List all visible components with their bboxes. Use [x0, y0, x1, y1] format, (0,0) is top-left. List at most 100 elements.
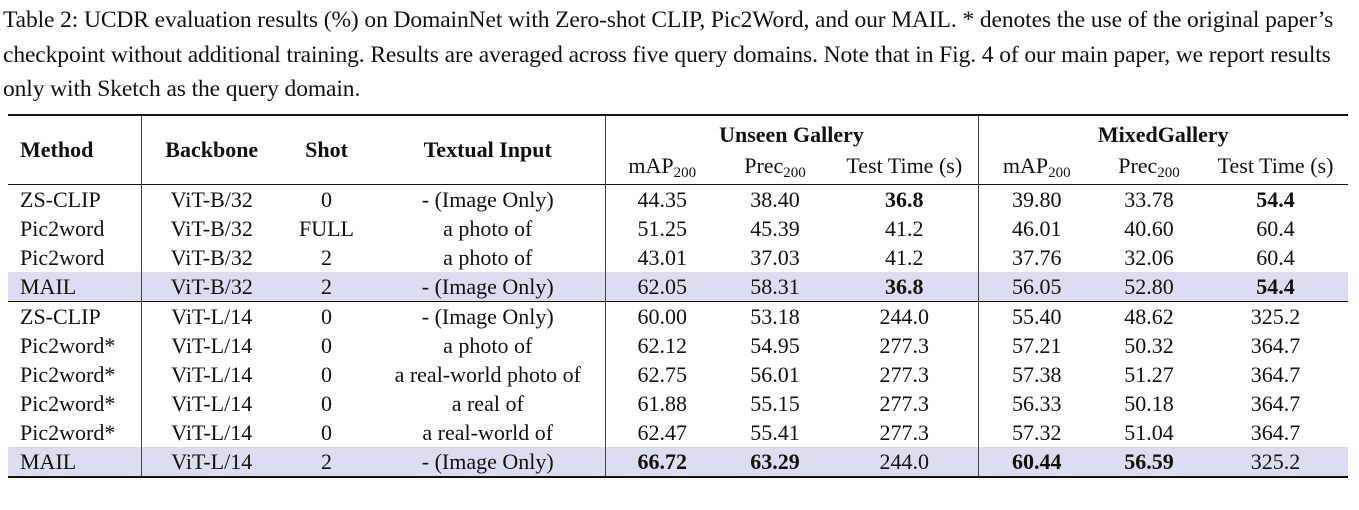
- cell-unseen-map: 62.05: [605, 272, 719, 302]
- header-shot: Shot: [282, 114, 371, 185]
- table-row: Pic2word* ViT-L/14 0 a photo of 62.12 54.95 27…: [8, 331, 1348, 360]
- table-body: ZS-CLIP ViT-B/32 0- (Image Only) 44.35 38.40…: [8, 184, 1348, 478]
- cell-method: Pic2word*: [8, 389, 142, 418]
- cell-backbone: ViT-L/14: [141, 447, 282, 478]
- cell-mixed-test-time: 60.4: [1256, 244, 1295, 270]
- table-row: Pic2word ViT-B/32 2 a photo of 43.01 37.03 41.…: [8, 243, 1348, 272]
- cell-unseen-test-time: 277.3: [831, 331, 979, 360]
- table-row: Pic2word* ViT-L/14 0 a real-world of 62.47 55…: [8, 418, 1348, 447]
- cell-method: ZS-CLIP: [8, 184, 142, 214]
- cell-unseen-prec: 63.29: [719, 447, 831, 478]
- cell-shot: 0: [321, 332, 332, 358]
- cell-mixed-map: 57.21: [1012, 332, 1062, 358]
- header-mixed-test-time: Test Time (s): [1217, 153, 1334, 178]
- cell-unseen-prec: 56.01: [750, 361, 800, 387]
- table-row: Pic2word* ViT-L/14 0 a real of 61.88 55.15 277…: [8, 389, 1348, 418]
- cell-mixed-test-time: 325.2: [1203, 447, 1348, 478]
- cell-backbone: ViT-B/32: [141, 184, 282, 214]
- cell-mixed-test-time: 364.7: [1250, 390, 1301, 416]
- cell-backbone: ViT-B/32: [141, 272, 282, 302]
- cell-unseen-map: 44.35: [605, 184, 719, 214]
- header-textual-input: Textual Input: [371, 114, 606, 185]
- cell-unseen-test-time: 244.0: [831, 301, 979, 331]
- cell-unseen-prec: 45.39: [750, 215, 800, 241]
- table-row: MAIL ViT-L/14 2- (Image Only) 66.72 63.29 244…: [8, 447, 1348, 478]
- table-row: Pic2word ViT-B/32 FULL a photo of 51.25 45.39…: [8, 214, 1348, 243]
- cell-shot: FULL: [299, 215, 354, 241]
- cell-backbone: ViT-L/14: [171, 419, 253, 445]
- cell-textual-input: - (Image Only): [371, 272, 606, 302]
- cell-mixed-test-time: 364.7: [1250, 419, 1301, 445]
- cell-backbone: ViT-B/32: [170, 244, 253, 270]
- table-row: Pic2word* ViT-L/14 0 a real-world photo of 6…: [8, 360, 1348, 389]
- cell-mixed-map: 37.76: [1012, 244, 1062, 270]
- cell-shot: 2: [282, 447, 371, 478]
- cell-unseen-test-time: 36.8: [831, 184, 979, 214]
- cell-unseen-map: 62.12: [637, 332, 688, 358]
- cell-mixed-prec: 32.06: [1124, 244, 1174, 270]
- cell-textual-input: a photo of: [371, 331, 606, 360]
- cell-unseen-prec: 58.31: [719, 272, 831, 302]
- cell-mixed-map: 56.05: [978, 272, 1095, 302]
- cell-method: Pic2word*: [8, 360, 142, 389]
- cell-textual-input: a real-world photo of: [371, 360, 606, 389]
- results-table: Method Backbone Shot Textual Input Unsee…: [8, 114, 1348, 478]
- cell-unseen-map: 61.88: [637, 390, 688, 416]
- cell-mixed-test-time: 60.4: [1256, 215, 1295, 241]
- cell-shot: 0: [282, 301, 371, 331]
- cell-shot: 0: [321, 361, 332, 387]
- cell-shot: 2: [282, 272, 371, 302]
- cell-backbone: ViT-L/14: [171, 390, 253, 416]
- header-mixed-map: mAP200: [1002, 153, 1071, 181]
- header-unseen-map: mAP200: [628, 153, 697, 181]
- cell-backbone: ViT-B/32: [170, 215, 253, 241]
- cell-shot: 0: [321, 419, 332, 445]
- cell-mixed-map: 55.40: [978, 301, 1095, 331]
- cell-unseen-test-time: 244.0: [831, 447, 979, 478]
- cell-textual-input: a photo of: [371, 214, 606, 243]
- cell-mixed-prec: 40.60: [1124, 215, 1174, 241]
- cell-method: Pic2word: [8, 214, 142, 243]
- cell-mixed-map: 56.33: [1012, 390, 1062, 416]
- cell-textual-input: a photo of: [371, 243, 606, 272]
- cell-textual-input: a real-world of: [371, 418, 606, 447]
- cell-mixed-prec: 56.59: [1095, 447, 1203, 478]
- cell-method: Pic2word*: [8, 331, 142, 360]
- header-mixed-prec: Prec200: [1118, 153, 1180, 181]
- cell-backbone: ViT-L/14: [171, 332, 253, 358]
- table-row: ZS-CLIP ViT-B/32 0- (Image Only) 44.35 38.40…: [8, 184, 1348, 214]
- table-caption: Table 2: UCDR evaluation results (%) on …: [3, 7, 1334, 102]
- cell-method: Pic2word*: [8, 418, 142, 447]
- cell-mixed-prec: 51.04: [1124, 419, 1174, 445]
- cell-mixed-map: 60.44: [978, 447, 1095, 478]
- cell-unseen-map: 66.72: [605, 447, 719, 478]
- cell-textual-input: - (Image Only): [371, 184, 606, 214]
- cell-mixed-prec: 52.80: [1095, 272, 1203, 302]
- cell-unseen-test-time: 36.8: [831, 272, 979, 302]
- cell-mixed-map: 57.38: [1012, 361, 1062, 387]
- header-unseen-gallery: Unseen Gallery: [605, 114, 979, 148]
- cell-textual-input: - (Image Only): [371, 447, 606, 478]
- table-row: MAIL ViT-B/32 2- (Image Only) 62.05 58.31 36.…: [8, 272, 1348, 302]
- table-row: ZS-CLIP ViT-L/14 0- (Image Only) 60.00 53.18…: [8, 301, 1348, 331]
- cell-unseen-prec: 38.40: [719, 184, 831, 214]
- cell-unseen-map: 43.01: [637, 244, 688, 270]
- cell-unseen-prec: 53.18: [719, 301, 831, 331]
- header-unseen-prec: Prec200: [744, 153, 806, 181]
- cell-mixed-prec: 50.18: [1124, 390, 1174, 416]
- cell-mixed-test-time: 364.7: [1250, 332, 1301, 358]
- cell-method: MAIL: [8, 447, 142, 478]
- cell-unseen-prec: 55.15: [750, 390, 800, 416]
- cell-unseen-test-time: 277.3: [831, 360, 979, 389]
- cell-mixed-map: 39.80: [978, 184, 1095, 214]
- cell-backbone: ViT-L/14: [171, 361, 253, 387]
- cell-mixed-prec: 51.27: [1124, 361, 1174, 387]
- cell-unseen-test-time: 277.3: [831, 389, 979, 418]
- cell-mixed-map: 57.32: [1012, 419, 1062, 445]
- cell-method: ZS-CLIP: [8, 301, 142, 331]
- cell-unseen-map: 60.00: [605, 301, 719, 331]
- cell-shot: 0: [282, 184, 371, 214]
- cell-shot: 0: [321, 390, 332, 416]
- header-mixed-gallery: MixedGallery: [978, 114, 1348, 148]
- cell-unseen-prec: 55.41: [750, 419, 800, 445]
